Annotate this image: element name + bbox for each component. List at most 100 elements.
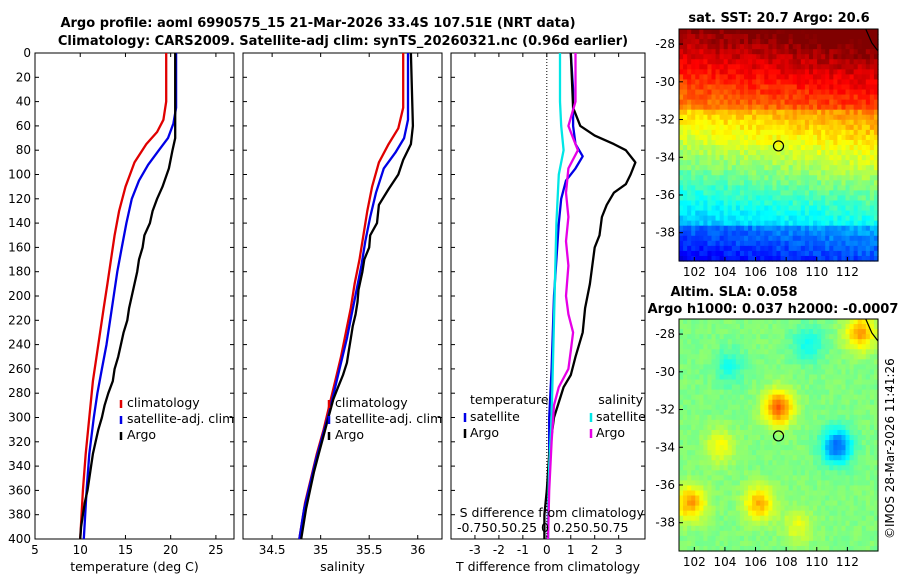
map-cell (817, 180, 822, 186)
map-cell (715, 470, 721, 476)
map-cell (829, 114, 834, 121)
map-cell (821, 334, 826, 340)
map-cell (780, 79, 786, 86)
map-cell (739, 150, 745, 156)
map-cell (683, 540, 688, 547)
map-cell (853, 134, 859, 141)
map-cell (748, 334, 753, 340)
map-cell (873, 69, 879, 75)
map-cell (817, 114, 822, 121)
map-cell (756, 250, 761, 257)
map-cell (715, 485, 721, 492)
map-cell (821, 29, 826, 35)
map-cell (687, 510, 692, 517)
map-cell (817, 394, 822, 401)
map-cell (853, 225, 859, 232)
map-cell (731, 480, 737, 487)
map-cell (748, 369, 753, 376)
map-cell (808, 84, 814, 91)
map-cell (780, 165, 786, 171)
map-cell (821, 440, 826, 446)
map-cell (837, 190, 843, 197)
map-cell (723, 359, 729, 365)
map-cell (857, 230, 863, 237)
map-cell (752, 465, 757, 471)
map-cell (691, 389, 696, 396)
map-cell (703, 344, 709, 350)
map-cell (743, 475, 749, 481)
map-cell (817, 165, 822, 171)
map-cell (861, 170, 867, 176)
map-cell (825, 500, 830, 507)
map-cell (719, 230, 725, 237)
map-cell (817, 200, 822, 207)
map-cell (857, 334, 863, 340)
map-cell (723, 440, 729, 446)
map-cell (683, 490, 688, 497)
map-cell (873, 435, 879, 441)
map-cell (711, 170, 717, 176)
map-cell (764, 89, 769, 96)
map-cell (792, 94, 798, 101)
map-cell (739, 404, 745, 411)
map-cell (739, 510, 745, 517)
map-cell (707, 354, 713, 360)
map-cell (796, 129, 802, 136)
map-cell (837, 404, 843, 411)
map-cell (861, 334, 867, 340)
map-cell (784, 134, 790, 141)
legend-label-s: satellite (596, 409, 646, 424)
map-cell (764, 94, 769, 101)
map-cell (833, 510, 838, 517)
map-cell (792, 344, 798, 350)
map-cell (808, 349, 814, 355)
map-cell (853, 470, 859, 476)
map-cell (857, 495, 863, 502)
map-cell (869, 210, 875, 217)
map-cell (808, 424, 814, 431)
map-cell (825, 69, 830, 75)
map-cell (719, 394, 725, 401)
map-cell (748, 39, 753, 45)
map-cell (845, 175, 851, 181)
map-cell (715, 475, 721, 481)
map-cell (695, 344, 700, 350)
map-cell (739, 59, 745, 65)
map-cell (768, 460, 774, 466)
map-cell (792, 389, 798, 396)
map-cell (784, 404, 790, 411)
map-cell (739, 414, 745, 421)
map-cell (743, 329, 749, 335)
map-cell (853, 240, 859, 247)
map-cell (748, 190, 753, 197)
map-cell (813, 490, 818, 497)
map-cell (735, 349, 741, 355)
map-cell (679, 225, 684, 232)
map-cell (800, 210, 806, 217)
map-cell (699, 129, 704, 136)
map-cell (829, 470, 834, 476)
map-cell (764, 225, 769, 232)
map-cell (719, 69, 725, 75)
map-cell (735, 109, 741, 116)
map-cell (813, 520, 818, 527)
map-cell (699, 225, 704, 232)
map-cell (711, 520, 717, 527)
map-cell (768, 394, 774, 401)
map-cell (849, 69, 855, 75)
map-cell (772, 190, 778, 197)
map-cell (792, 470, 798, 476)
map-cell (792, 240, 798, 247)
map-cell (849, 49, 855, 55)
map-cell (800, 414, 806, 421)
map-cell (829, 485, 834, 492)
map-cell (695, 510, 700, 517)
map-cell (817, 34, 822, 40)
map-cell (731, 165, 737, 171)
map-cell (772, 230, 778, 237)
map-cell (715, 250, 721, 257)
map-cell (691, 200, 696, 207)
map-cell (837, 329, 843, 335)
map-cell (707, 535, 713, 542)
map-cell (829, 460, 834, 466)
